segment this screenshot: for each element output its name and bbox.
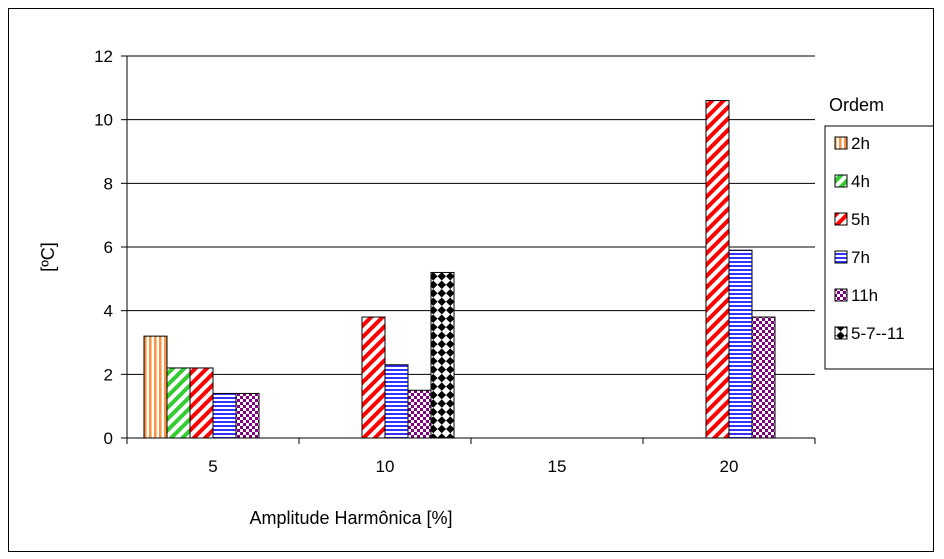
bar xyxy=(143,335,168,439)
x-tick-label: 10 xyxy=(376,457,395,476)
legend-label: 11h xyxy=(851,286,878,305)
gridlines xyxy=(127,55,815,375)
x-tick-label: 20 xyxy=(720,457,739,476)
bar xyxy=(189,367,214,439)
legend-title: Ordem xyxy=(829,95,884,115)
bar xyxy=(430,271,455,439)
bar xyxy=(235,392,260,439)
y-tick-labels: 0 2 4 6 8 10 12 xyxy=(94,47,113,448)
bar-chart: 0 2 4 6 8 10 12 5 10 15 20 Amplitude Harmônica [%… xyxy=(38,47,944,528)
bar xyxy=(166,367,191,439)
y-axis-label: [ºC] xyxy=(38,242,58,272)
bar xyxy=(705,100,730,439)
bar xyxy=(751,316,776,439)
bar xyxy=(212,392,237,439)
y-tick-label: 0 xyxy=(104,429,113,448)
legend-items: 2h 4h 5h 7h 11h 5-7--11 xyxy=(834,134,905,343)
x-tick-label: 15 xyxy=(548,457,567,476)
legend-label: 4h xyxy=(851,172,870,191)
legend: Ordem 2h 4h 5h 7h 11h 5-7--11 xyxy=(824,95,944,370)
x-axis-label: Amplitude Harmônica [%] xyxy=(249,508,452,528)
legend-label: 7h xyxy=(851,248,870,267)
y-tick-label: 12 xyxy=(94,47,113,66)
bar xyxy=(384,364,409,439)
legend-swatch xyxy=(834,326,848,340)
legend-label: 5h xyxy=(851,210,870,229)
bars xyxy=(143,100,776,439)
x-tick-label: 5 xyxy=(208,457,217,476)
chart-frame: 0 2 4 6 8 10 12 5 10 15 20 Amplitude Harmônica [%… xyxy=(8,8,944,552)
legend-label: 2h xyxy=(851,134,870,153)
legend-swatch xyxy=(834,174,848,188)
y-tick-label: 10 xyxy=(94,111,113,130)
bar xyxy=(361,316,386,439)
legend-swatch xyxy=(834,288,848,302)
x-tick-labels: 5 10 15 20 xyxy=(208,457,738,476)
legend-swatch xyxy=(834,136,848,150)
bar xyxy=(728,249,753,439)
legend-label: 5-7--11 xyxy=(851,324,905,343)
y-tick-label: 2 xyxy=(104,365,113,384)
y-tick-label: 6 xyxy=(104,238,113,257)
y-tick-label: 4 xyxy=(104,302,113,321)
bar xyxy=(407,389,432,439)
y-tick-label: 8 xyxy=(104,174,113,193)
legend-swatch xyxy=(834,212,848,226)
axes xyxy=(121,55,816,444)
legend-swatch xyxy=(834,250,848,264)
